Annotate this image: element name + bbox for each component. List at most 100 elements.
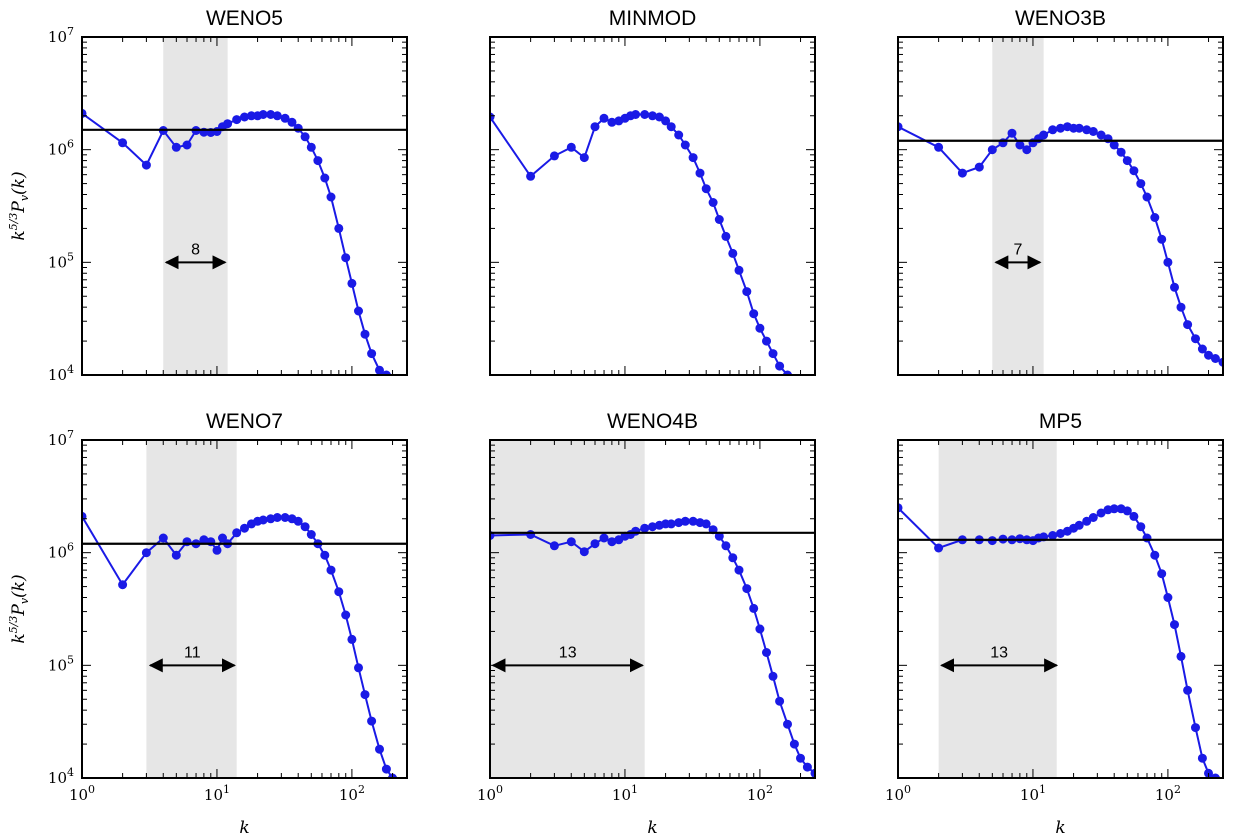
- data-point: [1157, 234, 1167, 244]
- data-point: [1082, 516, 1092, 526]
- data-point: [320, 173, 330, 183]
- range-arrow-label: 11: [184, 644, 201, 661]
- data-point: [526, 530, 536, 539]
- data-point: [1197, 344, 1207, 354]
- spectrum-line: [898, 125, 1223, 364]
- data-point: [306, 142, 316, 152]
- data-point: [728, 248, 738, 258]
- data-point: [381, 370, 391, 375]
- panel-weno4b: 13 WENO4B 100 101 102 k: [477, 410, 816, 838]
- data-point: [666, 519, 676, 529]
- data-point: [1129, 511, 1139, 521]
- x-tick-label: 100: [477, 783, 503, 804]
- plot-frame: [489, 36, 816, 376]
- x-tick-label: 102: [747, 783, 773, 804]
- data-point: [1197, 753, 1207, 763]
- data-point: [566, 537, 576, 547]
- data-point: [1170, 620, 1179, 630]
- data-point: [258, 515, 268, 525]
- data-point: [334, 587, 344, 597]
- data-point: [313, 156, 323, 166]
- data-point: [631, 526, 641, 536]
- plot-frame: [897, 36, 1224, 376]
- panel-title: WENO7: [206, 410, 283, 433]
- data-point: [1170, 282, 1179, 292]
- plot-area: [82, 108, 407, 375]
- data-point: [347, 634, 357, 644]
- data-point: [640, 523, 650, 533]
- y-tick-label: 106: [48, 541, 74, 562]
- data-point: [762, 648, 771, 657]
- data-point: [957, 168, 967, 178]
- data-point: [648, 522, 657, 532]
- data-point: [934, 543, 944, 553]
- data-point: [1122, 506, 1132, 516]
- data-point: [579, 547, 589, 557]
- panel-mp5: 13 MP5 100 101 102 k: [885, 410, 1224, 838]
- data-point: [1096, 130, 1106, 140]
- data-point: [721, 231, 731, 241]
- x-tick-label: 100: [885, 783, 911, 804]
- data-point: [714, 215, 724, 224]
- data-point: [280, 113, 290, 123]
- data-point: [1007, 128, 1017, 138]
- y-tick-label: 104: [48, 766, 74, 787]
- plot-area: [898, 122, 1223, 367]
- plot-frame: [897, 439, 1224, 779]
- data-point: [666, 122, 676, 132]
- x-tick-label: 101: [204, 783, 230, 804]
- data-point: [306, 530, 316, 539]
- data-point: [293, 516, 303, 526]
- data-point: [728, 553, 738, 563]
- axis-ticks: [82, 37, 407, 375]
- data-point: [688, 153, 698, 163]
- data-point: [755, 323, 765, 333]
- data-point: [300, 132, 310, 142]
- data-point: [688, 516, 698, 526]
- data-point: [1056, 123, 1065, 133]
- data-point: [360, 690, 370, 700]
- data-point: [272, 111, 282, 121]
- data-point: [708, 198, 718, 207]
- data-point: [287, 117, 297, 127]
- data-point: [206, 537, 216, 547]
- x-tick-label: 102: [339, 783, 365, 804]
- data-point: [974, 162, 984, 172]
- plot-area: [490, 516, 815, 778]
- data-point: [579, 153, 589, 163]
- data-point: [375, 744, 384, 754]
- data-point: [1210, 773, 1220, 778]
- data-point: [212, 545, 222, 555]
- data-point: [1048, 531, 1058, 540]
- data-point: [1204, 350, 1213, 360]
- data-point: [640, 110, 650, 119]
- range-arrow-label: 7: [1013, 241, 1022, 258]
- data-point: [599, 113, 609, 123]
- data-point: [334, 223, 344, 233]
- data-point: [182, 537, 192, 547]
- panel-title: MP5: [1039, 410, 1082, 433]
- data-point: [1074, 123, 1084, 133]
- data-point: [141, 548, 151, 558]
- data-point: [171, 142, 181, 152]
- data-point: [232, 528, 242, 538]
- data-point: [695, 168, 705, 178]
- data-point: [246, 111, 256, 121]
- data-point: [549, 541, 559, 551]
- axis-ticks: [490, 37, 815, 375]
- data-point: [648, 111, 657, 121]
- y-tick-label: 105: [48, 653, 74, 674]
- data-point: [367, 349, 377, 359]
- inertial-range-band: [146, 440, 237, 778]
- panel-title: WENO5: [206, 7, 283, 30]
- data-point: [1176, 302, 1186, 312]
- panel-minmod: MINMOD: [489, 7, 816, 376]
- data-point: [526, 171, 536, 181]
- data-point: [898, 503, 903, 513]
- data-point: [1136, 179, 1146, 189]
- data-point: [1056, 529, 1065, 538]
- data-point: [762, 336, 771, 346]
- data-point: [280, 513, 290, 522]
- plot-area: [82, 511, 407, 778]
- data-point: [701, 519, 711, 529]
